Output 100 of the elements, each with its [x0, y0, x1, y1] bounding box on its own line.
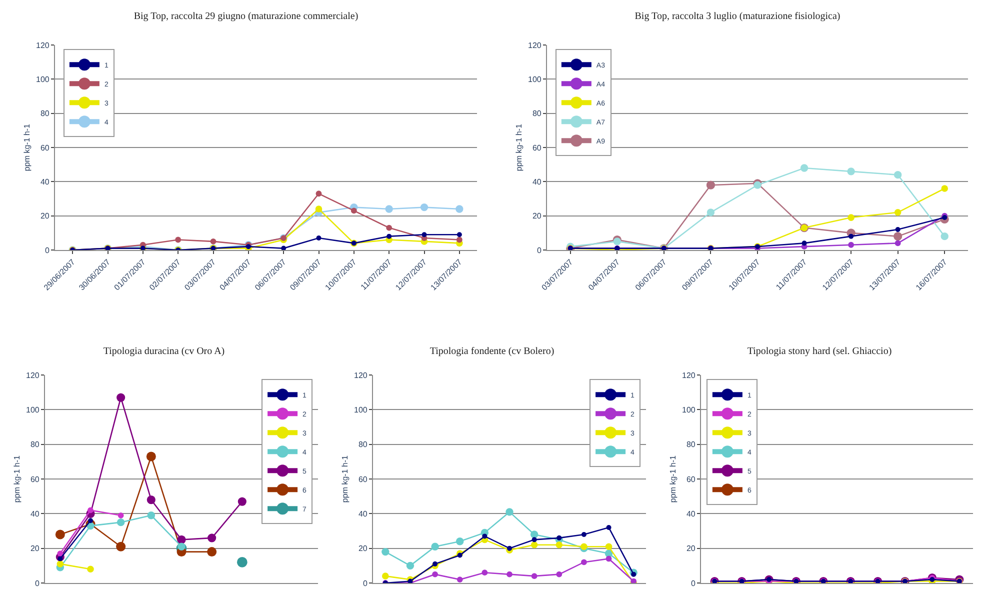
point	[631, 572, 636, 577]
y-tick-label: 40	[30, 509, 40, 518]
y-tick-label: 80	[40, 109, 50, 118]
point	[847, 168, 855, 176]
y-tick-label: 60	[40, 143, 50, 152]
point	[556, 571, 562, 578]
point	[556, 541, 563, 548]
point	[146, 496, 156, 504]
point	[420, 203, 428, 212]
point	[894, 232, 902, 241]
y-tick-label: 0	[690, 578, 696, 588]
point	[580, 543, 588, 550]
point	[613, 238, 622, 246]
y-tick-label: 60	[532, 143, 542, 152]
point	[178, 542, 186, 550]
point	[456, 232, 462, 238]
point	[506, 571, 512, 578]
point	[706, 208, 715, 216]
point	[55, 530, 65, 540]
point	[386, 224, 392, 231]
y-tick-label: 40	[358, 509, 368, 518]
point	[315, 206, 322, 212]
y-tick-label: 120	[528, 40, 542, 50]
point	[210, 238, 216, 244]
point	[457, 552, 462, 558]
point	[116, 518, 125, 526]
point	[87, 566, 94, 573]
point	[456, 538, 464, 546]
point	[118, 512, 124, 518]
point	[175, 236, 182, 243]
point	[940, 232, 948, 240]
point	[531, 573, 538, 580]
y-tick-label: 20	[40, 212, 50, 221]
point	[894, 170, 902, 179]
chart-title: Big Top, raccolta 3 luglio (maturazione fisiologica)	[634, 11, 840, 22]
y-tick-label: 120	[682, 370, 696, 380]
point	[894, 240, 901, 246]
y-tick-label: 120	[354, 370, 368, 380]
point	[116, 542, 126, 552]
point	[177, 535, 186, 544]
point	[507, 546, 512, 551]
y-axis-title: ppm kg-1 h-1	[340, 454, 350, 503]
point	[800, 164, 808, 172]
point	[530, 541, 538, 548]
point	[88, 518, 93, 524]
y-tick-label: 100	[36, 74, 50, 84]
y-tick-label: 80	[532, 109, 542, 118]
point	[316, 190, 322, 197]
point	[207, 547, 217, 557]
chart-title: Tipologia fondente (cv Bolero)	[430, 346, 554, 357]
point	[581, 532, 586, 537]
point	[208, 534, 216, 542]
point	[386, 234, 392, 239]
y-tick-label: 80	[686, 440, 696, 450]
point	[941, 185, 948, 192]
y-tick-label: 20	[358, 544, 368, 554]
point	[532, 537, 537, 542]
point	[581, 559, 587, 566]
point	[116, 393, 126, 402]
y-axis-title: ppm kg-1 h-1	[22, 123, 32, 172]
point	[385, 205, 393, 213]
y-tick-label: 0	[44, 246, 50, 255]
point	[56, 560, 64, 568]
point	[556, 535, 562, 540]
point	[316, 236, 322, 241]
y-tick-label: 60	[686, 474, 696, 484]
y-axis-title: ppm kg-1 h-1	[668, 454, 678, 503]
point	[238, 497, 246, 506]
point	[895, 227, 900, 232]
point	[848, 242, 854, 248]
y-tick-label: 20	[30, 544, 40, 554]
y-tick-label: 40	[686, 509, 696, 518]
y-tick-label: 0	[362, 578, 368, 588]
point	[456, 236, 462, 243]
point	[147, 512, 156, 520]
y-tick-label: 0	[34, 578, 40, 588]
point	[848, 234, 854, 239]
point	[406, 562, 414, 570]
point	[848, 214, 854, 221]
y-tick-label: 20	[686, 544, 696, 554]
point	[382, 548, 390, 556]
point	[506, 508, 514, 516]
y-tick-label: 120	[26, 370, 40, 380]
y-axis-title: ppm kg-1 h-1	[514, 123, 524, 172]
chart-title: Tipologia duracina (cv Oro A)	[103, 346, 225, 357]
point	[422, 232, 427, 238]
y-tick-label: 60	[30, 474, 40, 484]
y-tick-label: 80	[358, 440, 368, 450]
point	[432, 561, 438, 566]
point	[281, 246, 286, 250]
point	[456, 205, 464, 213]
point	[606, 525, 612, 530]
point	[802, 240, 807, 246]
point	[431, 542, 439, 550]
y-tick-label: 40	[40, 177, 50, 186]
y-tick-label: 100	[354, 405, 368, 414]
y-tick-label: 120	[36, 40, 50, 50]
point	[894, 209, 902, 216]
chart-title: Tipologia stony hard (sel. Ghiaccio)	[747, 346, 892, 357]
point	[605, 543, 612, 550]
